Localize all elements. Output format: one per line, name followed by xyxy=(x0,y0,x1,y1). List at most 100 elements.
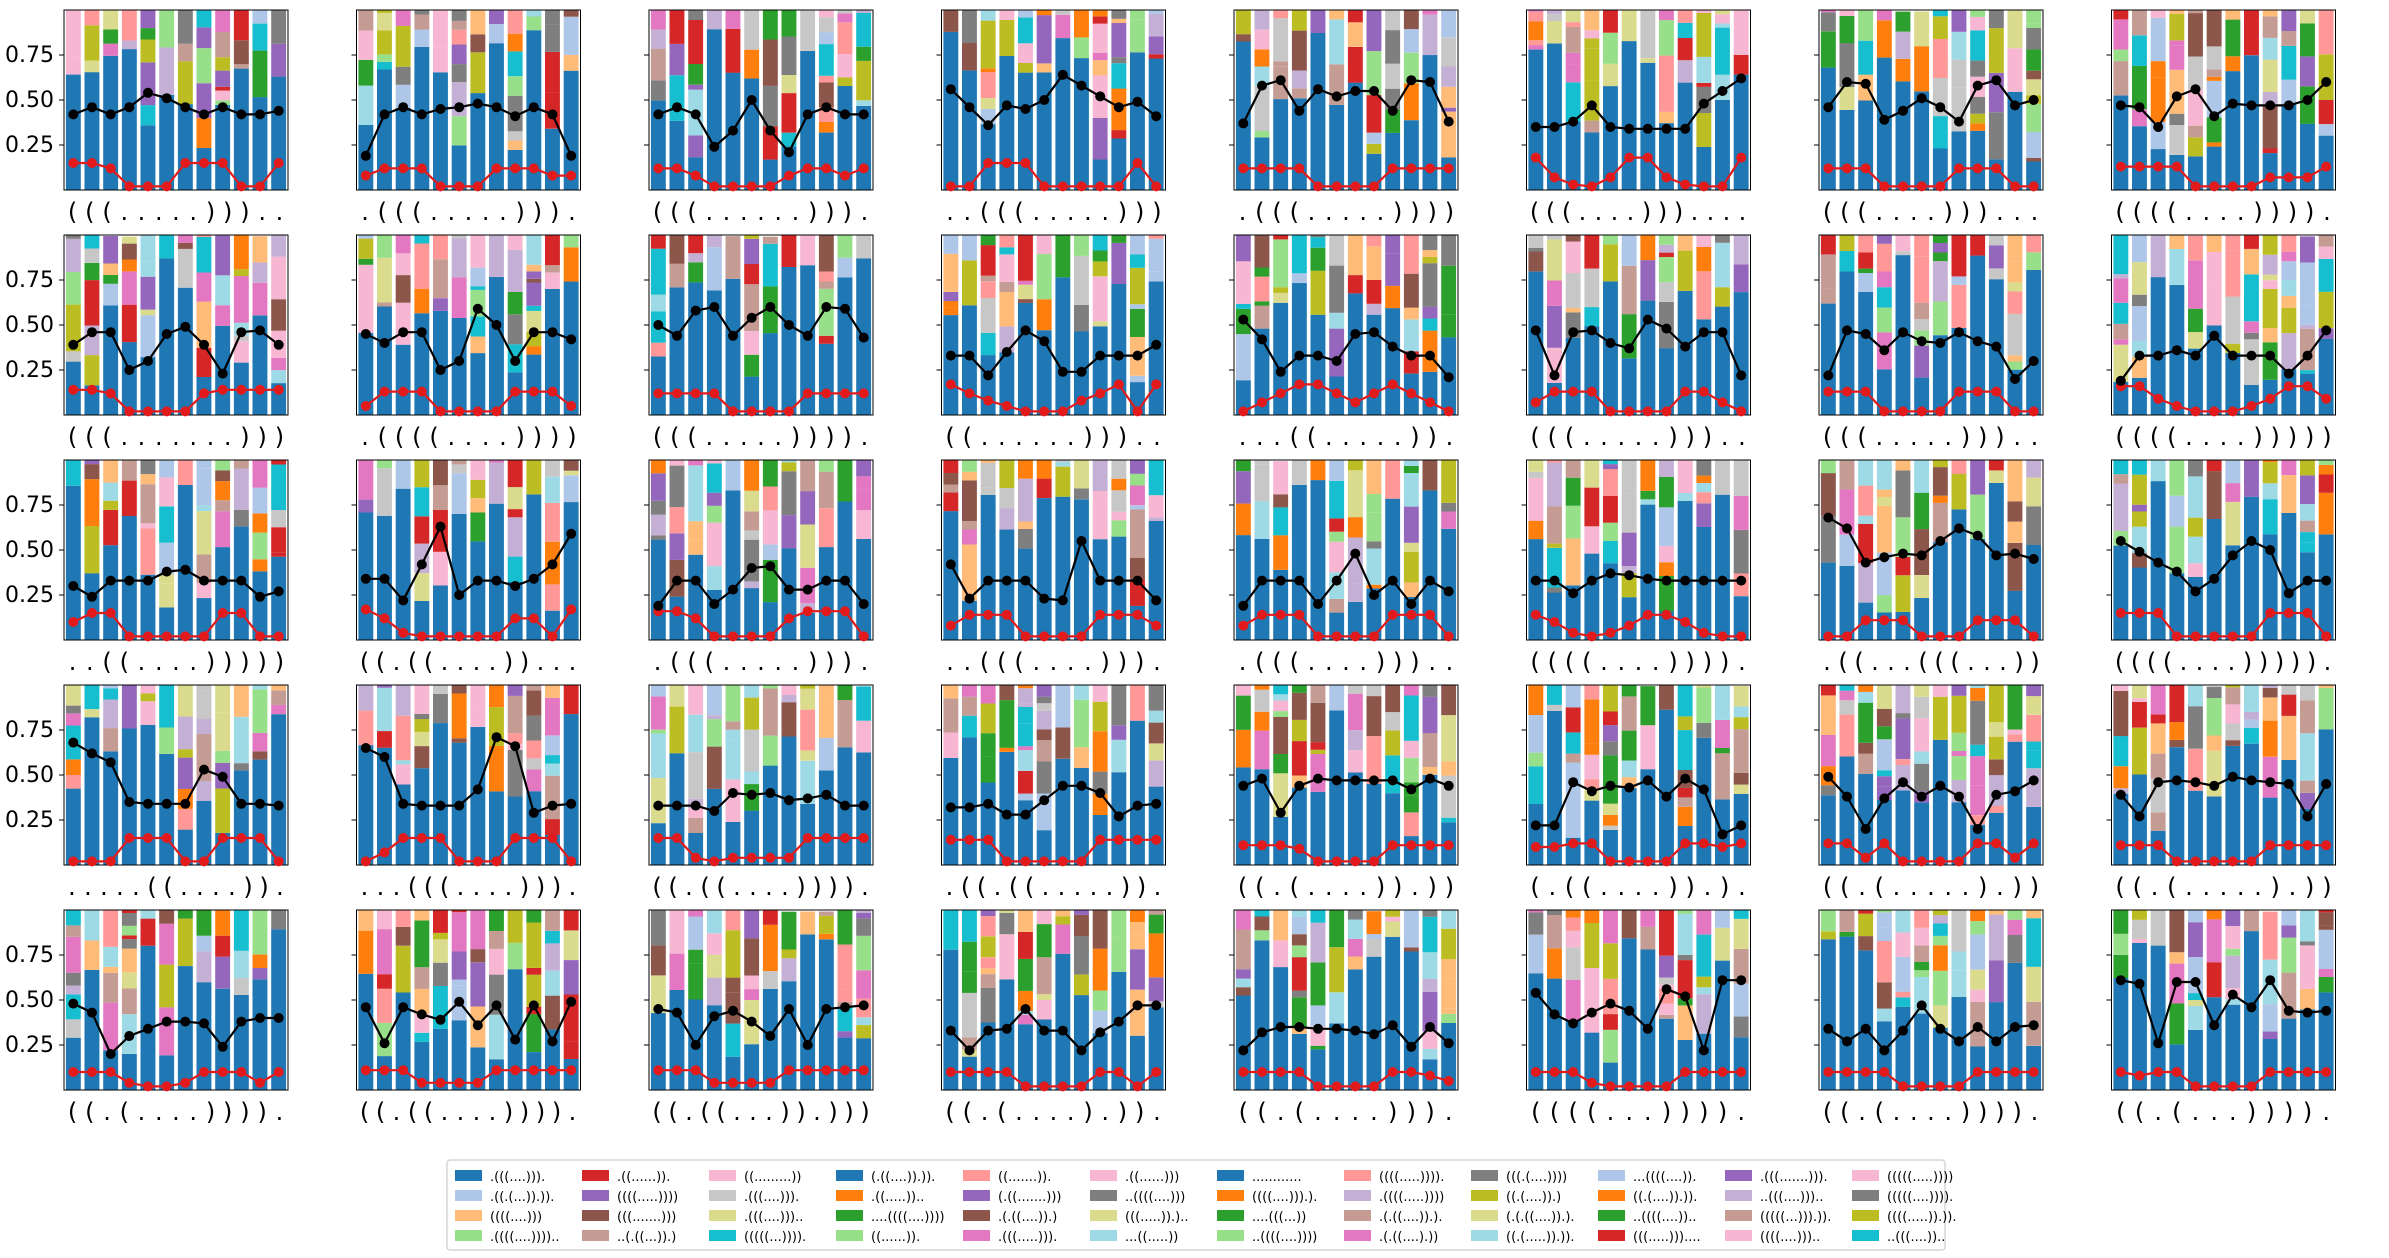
bar-segment xyxy=(1820,562,1836,640)
bar-segment xyxy=(1130,934,1145,950)
x-tick-label: . xyxy=(705,198,713,226)
bar-segment xyxy=(271,460,287,465)
bar-segment xyxy=(1130,19,1145,53)
x-tick-label: . xyxy=(1600,648,1608,676)
bar-segment xyxy=(1858,742,1874,754)
bar-segment xyxy=(103,10,119,30)
bar-segment xyxy=(1565,52,1581,65)
bar-segment xyxy=(159,542,175,575)
black-series-point xyxy=(1972,1022,1983,1032)
legend-label: (((.....))).... xyxy=(1633,1230,1701,1245)
bar-segment xyxy=(1839,87,1855,110)
black-series-point xyxy=(1642,775,1653,786)
bar-segment xyxy=(395,488,411,640)
red-series-point xyxy=(1954,386,1964,397)
black-series-point xyxy=(143,356,153,366)
legend-swatch xyxy=(582,1170,609,1181)
x-tick-label: ( xyxy=(408,648,417,676)
red-series-point xyxy=(566,856,577,867)
bar-segment xyxy=(526,758,542,770)
bar-segment xyxy=(1932,739,1948,865)
black-series-point xyxy=(180,1016,191,1027)
bar-segment xyxy=(1970,756,1986,786)
legend-swatch xyxy=(1217,1190,1244,1201)
bar-segment xyxy=(1858,100,1874,190)
red-series-point xyxy=(199,388,209,399)
bar-segment xyxy=(744,697,760,730)
black-series-point xyxy=(2134,102,2145,113)
bar-segment xyxy=(2026,545,2042,640)
black-series-point xyxy=(1443,372,1454,383)
x-tick-label: ( xyxy=(700,1098,709,1126)
bar-segment xyxy=(2026,768,2042,807)
bar-segment xyxy=(65,759,81,775)
black-series-point xyxy=(1294,780,1305,791)
bar-segment xyxy=(744,238,760,265)
bar-segment xyxy=(2132,35,2147,66)
x-tick-label: ( xyxy=(2150,198,2159,226)
x-tick-label: . xyxy=(765,1098,773,1126)
red-series-point xyxy=(945,181,956,192)
bar-segment xyxy=(1018,746,1033,751)
bar-segment xyxy=(2262,720,2278,757)
bar-segment xyxy=(103,972,119,1003)
red-series-point xyxy=(87,384,97,395)
bar-segment xyxy=(818,939,834,1090)
bar-segment xyxy=(103,263,119,275)
x-tick-label: ( xyxy=(1255,873,1264,901)
red-series-point xyxy=(87,608,97,618)
x-tick-label: ) xyxy=(1407,1098,1416,1126)
red-series-point xyxy=(1935,631,1946,642)
bar-segment xyxy=(2169,495,2185,527)
x-tick-label: . xyxy=(1927,423,1935,451)
bar-segment xyxy=(725,729,741,741)
bar-segment xyxy=(1951,235,1967,277)
x-tick-label: ( xyxy=(376,1098,385,1126)
bar-segment xyxy=(1422,490,1438,640)
bar-segment xyxy=(545,235,560,266)
x-tick-label: . xyxy=(1428,648,1436,676)
bar-segment xyxy=(1932,696,1948,740)
red-series-point xyxy=(1698,1067,1709,1077)
black-series-point xyxy=(1238,780,1249,791)
x-tick-label: ( xyxy=(1530,873,1539,901)
bar-segment xyxy=(1235,303,1251,309)
x-tick-label: ( xyxy=(2167,198,2176,226)
bar-segment xyxy=(980,332,996,356)
bar-segment xyxy=(84,460,100,465)
bar-segment xyxy=(2318,929,2334,969)
bar-segment xyxy=(2262,911,2278,960)
bar-segment xyxy=(1310,460,1326,481)
red-series-point xyxy=(840,388,850,399)
bar-segment xyxy=(818,132,834,190)
red-series-point xyxy=(454,856,465,867)
red-series-point xyxy=(1842,163,1852,174)
x-tick-label: ) xyxy=(240,198,249,226)
bar-segment xyxy=(252,910,268,925)
bar-segment xyxy=(1366,153,1382,190)
x-tick-label: . xyxy=(172,648,180,676)
bar-segment xyxy=(1584,30,1600,39)
x-tick-label: ) xyxy=(1428,873,1437,901)
bar-segment xyxy=(1696,976,1712,988)
bar-segment xyxy=(1584,48,1600,81)
bar-segment xyxy=(1036,703,1052,711)
bar-segment xyxy=(2318,474,2334,493)
bar-segment xyxy=(2300,475,2315,505)
x-tick-label: . xyxy=(1314,1098,1322,1126)
bar-segment xyxy=(563,475,579,502)
black-series-point xyxy=(802,1040,813,1050)
x-tick-label: ( xyxy=(1950,648,1959,676)
x-tick-label: . xyxy=(861,423,869,451)
bar-segment xyxy=(414,685,430,714)
bar-segment xyxy=(650,777,666,824)
red-series-point xyxy=(765,852,776,863)
bar-segment xyxy=(1528,539,1544,640)
bar-segment xyxy=(196,935,212,952)
bar-segment xyxy=(1111,235,1127,243)
red-series-point xyxy=(1935,1081,1946,1092)
legend-label: ((.(....)).)). xyxy=(1633,1190,1697,1205)
red-series-point xyxy=(105,1067,116,1077)
x-tick-label: ) xyxy=(520,1098,529,1126)
bar-segment xyxy=(1018,770,1033,794)
